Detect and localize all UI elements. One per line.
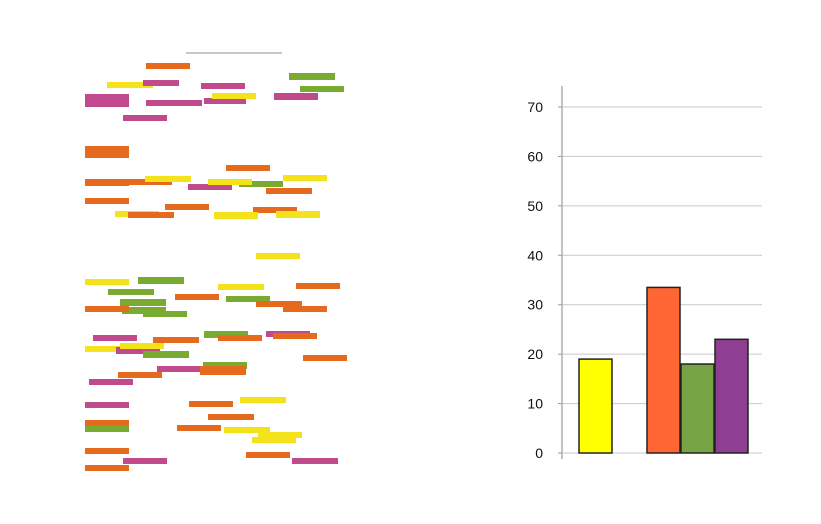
color-strip [203, 362, 247, 369]
y-tick-label: 10 [527, 396, 543, 412]
color-strip [143, 80, 179, 86]
y-tick-label: 70 [527, 99, 543, 115]
y-tick-label: 20 [527, 346, 543, 362]
color-strip [128, 212, 174, 218]
y-tick-label: 40 [527, 247, 543, 263]
color-strip [85, 101, 129, 107]
color-strip [107, 82, 153, 88]
color-strip [186, 52, 282, 54]
color-strip [146, 100, 202, 106]
color-strip [266, 188, 312, 194]
color-strip [146, 63, 190, 69]
color-strip [292, 458, 338, 464]
color-strip [120, 299, 166, 306]
color-strip [85, 402, 129, 408]
color-strip [189, 401, 233, 407]
color-strip [85, 306, 129, 312]
color-strip [138, 277, 184, 284]
color-strip [276, 211, 320, 218]
color-strip [274, 93, 318, 100]
color-strip [208, 414, 254, 420]
y-tick-label: 60 [527, 148, 543, 164]
color-strip [300, 86, 344, 92]
color-strip [122, 307, 166, 314]
color-strip [143, 311, 187, 317]
color-strip [123, 458, 167, 464]
color-strip [208, 179, 252, 185]
color-strip [120, 343, 164, 349]
color-strip [214, 212, 258, 219]
bar-purple [714, 338, 749, 454]
bar-orange [646, 286, 681, 454]
y-tick-label: 50 [527, 198, 543, 214]
color-strip [283, 306, 327, 312]
color-strip [85, 420, 129, 426]
color-strip [218, 284, 264, 290]
color-strip [200, 366, 246, 375]
color-strip [89, 379, 133, 385]
y-tick-label: 30 [527, 297, 543, 313]
color-strip [85, 426, 129, 432]
color-strip [252, 437, 296, 443]
color-strip [165, 204, 209, 210]
color-strip [201, 83, 245, 89]
color-strip [226, 165, 270, 171]
color-strip [116, 347, 160, 354]
color-strip [212, 93, 256, 99]
color-strip [303, 355, 347, 361]
color-strip [85, 179, 129, 186]
y-tick-label: 0 [535, 445, 543, 461]
color-strip [85, 198, 129, 204]
color-strip [157, 366, 201, 372]
color-strip [246, 452, 290, 458]
color-strip [273, 333, 317, 339]
color-strip [85, 465, 129, 471]
color-strip [177, 425, 221, 431]
color-strip [204, 98, 246, 104]
color-strip [85, 279, 129, 285]
color-strip [289, 73, 335, 80]
color-strip [256, 301, 302, 307]
color-strip [85, 448, 129, 454]
color-strip [175, 294, 219, 300]
color-strip [253, 207, 297, 213]
color-strip [204, 331, 248, 338]
color-strip [188, 184, 232, 190]
bar-green [680, 363, 715, 454]
color-strip [108, 289, 154, 295]
color-strip [118, 372, 162, 378]
color-strip [224, 427, 270, 433]
color-strip [240, 397, 286, 403]
color-strip [93, 335, 137, 341]
color-strip [85, 346, 129, 352]
color-strip [296, 283, 340, 289]
color-strip [85, 94, 129, 101]
color-strip [258, 432, 302, 438]
color-strip [153, 337, 199, 343]
bar-yellow [578, 358, 613, 454]
color-strip [226, 296, 270, 302]
color-strip [239, 181, 283, 187]
color-strip [145, 176, 191, 182]
color-strip [256, 253, 300, 259]
color-strip [85, 146, 129, 158]
color-strip [123, 115, 167, 121]
color-strip [143, 351, 189, 358]
color-strip [218, 335, 262, 341]
color-strip [283, 175, 327, 181]
